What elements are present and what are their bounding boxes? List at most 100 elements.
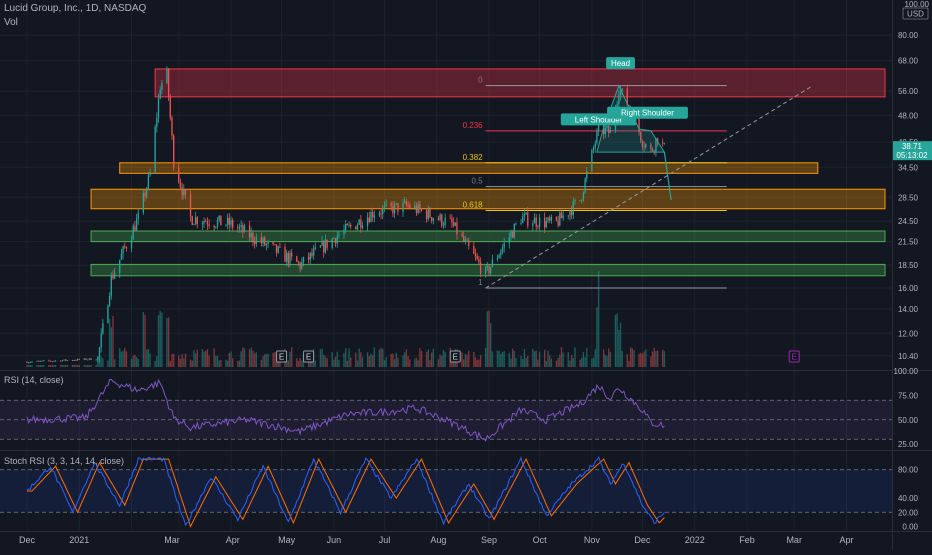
candle-body bbox=[466, 239, 468, 241]
volume-bar bbox=[201, 348, 204, 367]
candle-body bbox=[154, 126, 156, 173]
candle-body bbox=[429, 209, 431, 218]
volume-bar bbox=[319, 349, 322, 367]
candle-body bbox=[76, 359, 79, 361]
pattern-layer: Left Shoulder Head Right Shoulder bbox=[560, 57, 688, 201]
candle-body bbox=[135, 219, 138, 232]
candle-body bbox=[309, 252, 311, 260]
rsi-tick-label: 25.00 bbox=[898, 440, 919, 449]
volume-bar bbox=[238, 360, 241, 367]
candle-body bbox=[279, 246, 281, 248]
currency-box bbox=[902, 7, 929, 20]
volume-bar bbox=[581, 357, 583, 367]
candle-body bbox=[36, 360, 38, 362]
volume-bar bbox=[525, 357, 527, 367]
volume-bar bbox=[452, 359, 455, 367]
candle-body bbox=[132, 226, 134, 240]
candle-body bbox=[296, 256, 298, 262]
candle-body bbox=[205, 221, 207, 222]
candle-body bbox=[638, 113, 640, 133]
fib-level-label: 0.618 bbox=[463, 201, 484, 210]
candle-body bbox=[157, 98, 160, 118]
price-tick-label: 12.00 bbox=[898, 329, 919, 338]
price-tick-label: 28.50 bbox=[898, 193, 919, 202]
volume-bar bbox=[196, 349, 198, 367]
zones-layer bbox=[90, 68, 886, 277]
candle-body bbox=[173, 135, 175, 168]
candle-body bbox=[107, 305, 109, 324]
volume-bar bbox=[653, 347, 655, 367]
candle-body bbox=[267, 241, 269, 245]
volume-bar bbox=[555, 360, 558, 367]
candle-body bbox=[61, 360, 64, 362]
candle-body bbox=[393, 203, 396, 214]
candle-body bbox=[442, 225, 445, 226]
candle-body bbox=[538, 217, 541, 228]
symbol-title[interactable]: Lucid Group, Inc., 1D, NASDAQ bbox=[4, 3, 147, 14]
volume-bar bbox=[425, 351, 428, 367]
volume-bar bbox=[331, 352, 333, 367]
candle-body bbox=[523, 214, 526, 217]
candle-body bbox=[189, 194, 192, 217]
candle-body bbox=[277, 246, 279, 253]
volume-bar bbox=[262, 355, 264, 367]
candle-body bbox=[29, 362, 32, 363]
volume-bar bbox=[333, 359, 335, 367]
candle-body bbox=[479, 262, 482, 274]
volume-bar bbox=[264, 354, 266, 367]
candle-body bbox=[147, 175, 150, 189]
volume-bar bbox=[194, 353, 197, 367]
volume-label[interactable]: Vol bbox=[4, 17, 18, 28]
volume-bar bbox=[415, 357, 418, 367]
volume-bar bbox=[626, 354, 628, 367]
candle-body bbox=[496, 258, 499, 260]
candle-body bbox=[178, 167, 180, 183]
volume-bar bbox=[225, 359, 227, 367]
volume-bar bbox=[383, 360, 386, 367]
volume-bar bbox=[405, 349, 408, 367]
volume-bar bbox=[618, 329, 620, 367]
volume-bar bbox=[71, 365, 74, 367]
volume-bar bbox=[253, 353, 256, 367]
volume-bar bbox=[107, 360, 109, 367]
candle-body bbox=[134, 226, 136, 232]
pattern-label-box bbox=[607, 106, 688, 119]
candle-body bbox=[579, 200, 581, 201]
time-tick-label: Sep bbox=[481, 535, 497, 545]
volume-bar bbox=[301, 360, 303, 367]
rsi-tick-label: 50.00 bbox=[898, 416, 919, 425]
candle-body bbox=[142, 192, 145, 213]
candle-body bbox=[419, 204, 421, 210]
candle-body bbox=[242, 224, 244, 233]
candle-body bbox=[452, 222, 455, 226]
candle-body bbox=[569, 210, 571, 216]
candle-body bbox=[653, 150, 655, 152]
volume-bar bbox=[289, 351, 291, 367]
candle-body bbox=[532, 223, 534, 226]
candle-body bbox=[643, 146, 645, 148]
candle-body bbox=[171, 117, 173, 136]
volume-bar bbox=[628, 360, 630, 367]
volume-bar bbox=[417, 360, 419, 367]
candle-body bbox=[53, 360, 55, 362]
volume-bar bbox=[520, 355, 522, 367]
candle-body bbox=[203, 221, 205, 224]
candle-body bbox=[314, 247, 316, 250]
candle-body bbox=[110, 275, 112, 296]
volume-bar bbox=[29, 365, 32, 367]
volume-bar bbox=[226, 360, 229, 367]
earnings-marker bbox=[788, 350, 800, 363]
candle-body bbox=[323, 241, 325, 253]
volume-bar bbox=[260, 360, 263, 367]
volume-bar bbox=[510, 358, 512, 367]
volume-bar bbox=[119, 348, 121, 367]
candle-body bbox=[604, 128, 607, 135]
pattern-label-box bbox=[606, 57, 635, 70]
pattern-label: Left Shoulder bbox=[575, 115, 623, 124]
time-tick-label: Oct bbox=[533, 535, 548, 545]
volume-bar bbox=[533, 351, 536, 367]
candle-body bbox=[220, 215, 222, 226]
volume-bar bbox=[27, 365, 30, 367]
